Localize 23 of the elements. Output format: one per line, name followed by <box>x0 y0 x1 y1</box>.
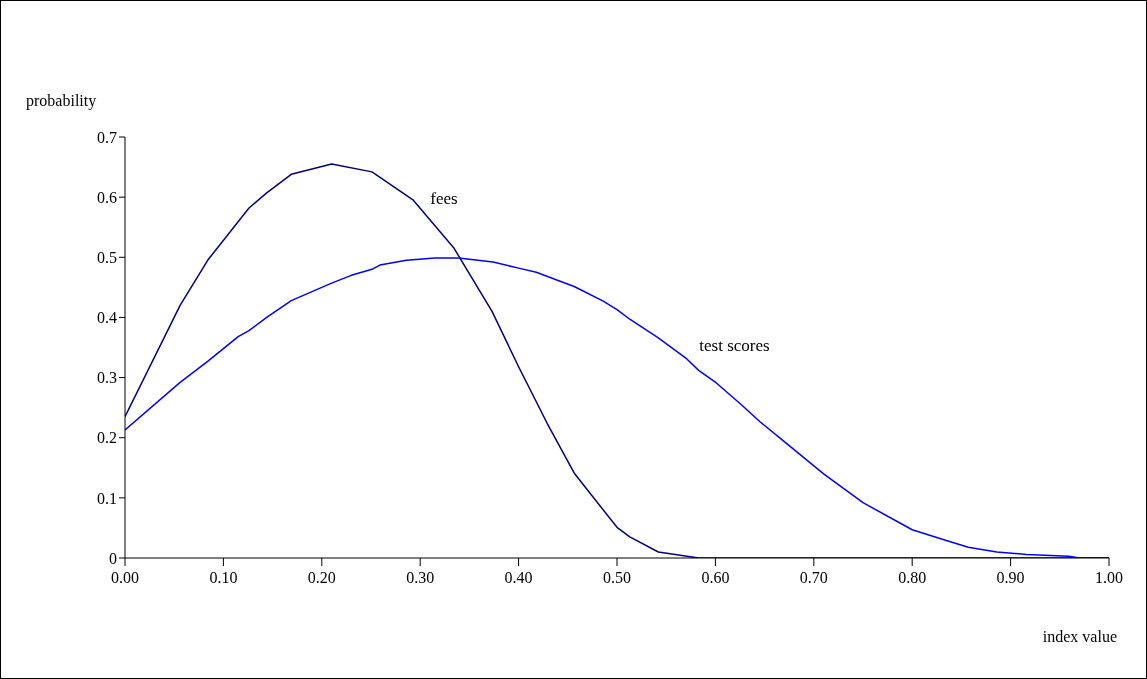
x-tick-label: 0.80 <box>898 569 927 587</box>
x-tick-label: 0.50 <box>603 569 631 587</box>
x-tick-label: 0.30 <box>406 569 435 587</box>
y-tick-label: 0 <box>109 549 117 567</box>
x-tick-label: 0.90 <box>996 569 1025 587</box>
series-label: fees <box>430 189 458 209</box>
y-tick-label: 0.3 <box>97 369 117 387</box>
x-tick-label: 0.20 <box>307 569 336 587</box>
y-tick-label: 0.6 <box>97 188 117 206</box>
y-tick-label: 0.2 <box>97 429 117 447</box>
x-tick-label: 0.00 <box>111 569 139 587</box>
y-tick-label: 0.4 <box>97 309 117 327</box>
x-tick-label: 0.60 <box>701 569 730 587</box>
x-tick-label: 0.10 <box>209 569 238 587</box>
x-tick-label: 0.70 <box>799 569 828 587</box>
y-tick-label: 0.1 <box>97 489 117 507</box>
series-label: test scores <box>699 335 770 355</box>
x-tick-label: 1.00 <box>1095 569 1123 587</box>
x-axis-title: index value <box>1042 628 1117 646</box>
y-tick-label: 0.7 <box>97 128 117 146</box>
x-tick-label: 0.40 <box>504 569 533 587</box>
y-axis-title: probability <box>26 92 97 110</box>
y-tick-label: 0.5 <box>97 248 117 266</box>
